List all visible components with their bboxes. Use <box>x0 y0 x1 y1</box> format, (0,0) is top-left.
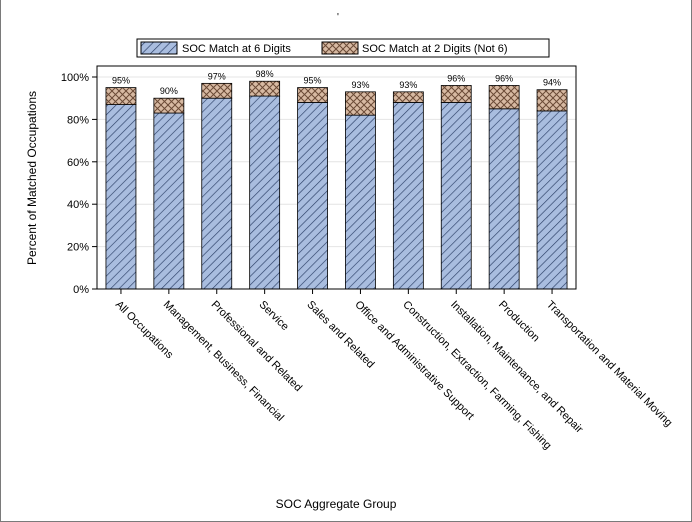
bar-segment-2-digit <box>153 97 185 114</box>
y-tick-label: 80% <box>67 114 89 126</box>
y-tick-label: 100% <box>61 72 89 84</box>
bar-segment-2-digit <box>345 91 376 116</box>
bar-segment-6-digit <box>345 114 376 290</box>
bar-segment-6-digit <box>201 97 233 290</box>
y-axis-title: Percent of Matched Occupations <box>25 91 39 265</box>
bar-data-label: 90% <box>160 86 178 96</box>
bar-data-label: 95% <box>304 76 322 86</box>
bar-segment-2-digit <box>297 87 328 103</box>
y-tick-label: 20% <box>67 242 89 254</box>
x-axis-title: SOC Aggregate Group <box>276 497 397 511</box>
bar-segment-6-digit <box>488 108 520 290</box>
bar-segment-6-digit <box>105 104 137 290</box>
bar-segment-6-digit <box>392 102 424 290</box>
bars: 95% 90% 97% 98% 95% 93% 93% 96% 96% 94% <box>105 69 568 290</box>
bar-data-label: 96% <box>495 73 513 83</box>
bar-segment-2-digit <box>201 82 233 99</box>
x-category-label: Service <box>257 299 291 333</box>
y-tick-label: 60% <box>67 157 89 169</box>
legend-label-6-digit: SOC Match at 6 Digits <box>182 43 291 55</box>
legend: SOC Match at 6 Digits SOC Match at 2 Dig… <box>136 38 550 58</box>
bar-segment-2-digit <box>440 85 472 103</box>
bar-data-label: 97% <box>208 71 226 81</box>
plot-area-border <box>96 65 577 290</box>
bar-segment-6-digit <box>153 112 185 290</box>
bar-data-label: 95% <box>112 76 130 86</box>
bar-segment-6-digit <box>297 102 328 290</box>
x-category-label: Professional and Related <box>209 299 304 394</box>
bar-segment-2-digit <box>392 91 424 103</box>
bar-segment-2-digit <box>488 85 520 110</box>
bar-segment-6-digit <box>536 110 568 290</box>
legend-label-2-digit: SOC Match at 2 Digits (Not 6) <box>362 43 508 55</box>
bar-data-label: 96% <box>447 73 465 83</box>
y-tick-label: 0% <box>73 284 89 296</box>
legend-swatch-2-digit <box>321 41 359 55</box>
bar-segment-6-digit <box>440 102 472 290</box>
bar-segment-2-digit <box>249 80 281 97</box>
bar-data-label: 93% <box>399 80 417 90</box>
y-tick-label: 40% <box>67 199 89 211</box>
y-axis: 0% 20% 40% 60% 80% 100% <box>61 72 97 296</box>
bar-data-label: 93% <box>351 80 369 90</box>
bar-segment-2-digit <box>105 87 137 105</box>
legend-swatch-6-digit <box>140 41 178 55</box>
bar-data-label: 98% <box>256 69 274 79</box>
bar-segment-2-digit <box>536 89 568 112</box>
top-tick-mark: ' <box>337 12 339 23</box>
bar-segment-6-digit <box>249 95 281 290</box>
bar-data-label: 94% <box>543 78 561 88</box>
x-category-label: Production <box>496 299 542 345</box>
